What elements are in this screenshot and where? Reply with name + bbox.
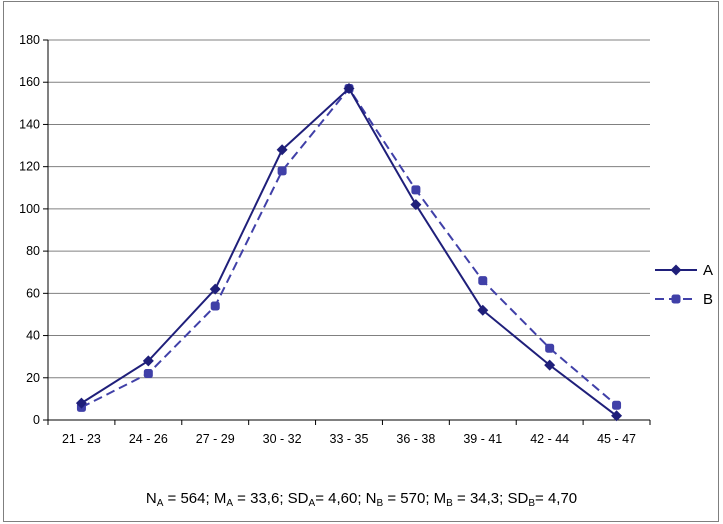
legend-a-label: A [703,262,713,279]
plot-area [48,40,650,420]
chart-footnote: NA = 564; MA = 33,6; SDA= 4,60; NB = 570… [145,490,578,509]
y-tick-label: 80 [26,244,40,258]
series-b-point [545,343,555,353]
series-b-point [478,276,488,286]
series-b-point [612,400,622,410]
y-tick-label: 40 [26,329,40,343]
series-a-point [75,397,87,409]
y-tick-label: 180 [19,33,40,47]
y-tick-label: 140 [19,117,40,131]
m-b-value: 34,3 [469,490,500,507]
y-tick-label: 100 [19,202,40,216]
x-tick-label: 24 - 26 [129,432,168,446]
x-tick-label: 21 - 23 [62,432,101,446]
series-b-point [143,369,153,379]
x-tick-label: 39 - 41 [463,432,502,446]
x-tick-label: 42 - 44 [530,432,569,446]
x-tick-label: 45 - 47 [597,432,636,446]
y-tick-label: 60 [26,286,40,300]
series-a-point [209,283,221,295]
series-a-point [611,410,623,422]
series-a-point [477,304,489,316]
m-a-value: 33,6 [250,490,280,507]
n-b-value: 570 [400,490,426,507]
series-b-point [277,166,287,176]
x-tick-label: 33 - 35 [330,432,369,446]
y-tick-label: 0 [33,413,40,427]
series-a-point [276,144,288,156]
sd-b-value: 4,70 [547,490,578,507]
n-a-value: 564 [180,490,206,507]
series-b-point [411,185,421,195]
series-a-point [343,83,355,95]
series-a-point [544,359,556,371]
x-tick-label: 27 - 29 [196,432,235,446]
legend-b-label: B [703,291,713,308]
y-tick-label: 160 [19,75,40,89]
sd-a-value: 4,60 [328,490,358,507]
series-b-point [210,301,220,311]
x-tick-label: 30 - 32 [263,432,302,446]
y-tick-label: 20 [26,371,40,385]
series-a-point [142,355,154,367]
legend-a-marker [670,264,682,276]
x-tick-label: 36 - 38 [396,432,435,446]
y-tick-label: 120 [19,160,40,174]
series-a-point [410,199,422,211]
legend-b-marker [671,294,681,304]
